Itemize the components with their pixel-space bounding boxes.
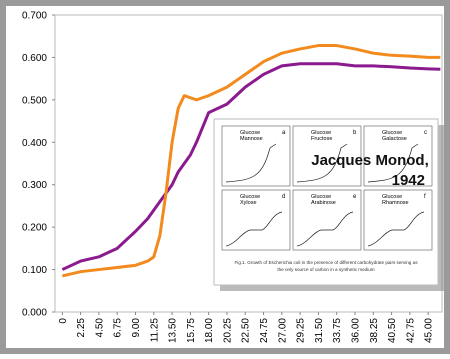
x-tick-label: 24.75 [259, 318, 270, 343]
annotation: 1942 [392, 172, 425, 189]
x-tick-label: 18.00 [204, 318, 215, 343]
y-tick-label: 0.700 [22, 11, 47, 22]
x-tick-label: 27.00 [277, 318, 288, 343]
panel-title: Fructose [311, 136, 332, 142]
x-tick-label: 38.25 [369, 318, 380, 343]
x-tick-label: 29.25 [296, 318, 307, 343]
x-tick-label: 22.50 [241, 318, 252, 343]
panel-title: Xylose [240, 200, 257, 206]
x-tick-label: 40.50 [387, 318, 398, 343]
inset-caption: the only source of carbon in a synthetic… [277, 267, 374, 272]
y-tick-label: 0.600 [22, 53, 47, 64]
y-tick-label: 0.500 [22, 95, 47, 106]
y-tick-label: 0.300 [22, 180, 47, 191]
y-tick-label: 0.200 [22, 223, 47, 234]
panel-letter: d [282, 194, 285, 200]
inset-caption: Fig.1. Growth of Escherichia coli in the… [235, 260, 419, 265]
x-tick-label: 6.75 [113, 318, 124, 338]
panel-title: Rhamnose [382, 200, 409, 206]
y-tick-label: 0.400 [22, 138, 47, 149]
x-tick-label: 4.50 [94, 318, 105, 338]
x-tick-label: 9.00 [131, 318, 142, 338]
x-tick-label: 45.00 [424, 318, 435, 343]
x-tick-label: 20.25 [222, 318, 233, 343]
inset: aGlucoseMannosebGlucoseFructosecGlucoseG… [214, 119, 444, 291]
annotation: Jacques Monod, [311, 152, 429, 169]
x-tick-label: 0 [58, 318, 69, 324]
x-tick-label: 36.00 [351, 318, 362, 343]
x-tick-label: 42.75 [405, 318, 416, 343]
x-tick-label: 31.50 [314, 318, 325, 343]
chart: 0.000 0.100 0.200 0.300 0.400 0.500 0.600 0.700… [0, 0, 450, 354]
x-tick-label: 2.25 [76, 318, 87, 338]
x-tick-label: 11.25 [149, 318, 160, 343]
panel-title: Arabinose [311, 200, 336, 206]
panel-title: Galactose [382, 136, 407, 142]
y-tick-label: 0.100 [22, 265, 47, 276]
panel-letter: c [424, 130, 427, 136]
y-tick-label: 0.000 [22, 308, 47, 319]
x-tick-label: 15.75 [186, 318, 197, 343]
x-tick-label: 33.75 [332, 318, 343, 343]
panel-title: Mannose [240, 136, 263, 142]
x-tick-label: 13.50 [168, 318, 179, 343]
